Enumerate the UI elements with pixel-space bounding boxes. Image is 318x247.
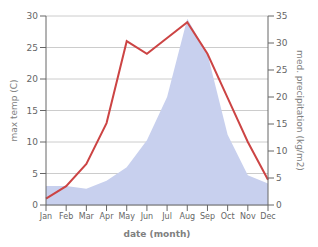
- svg-text:May: May: [118, 212, 135, 221]
- svg-text:25: 25: [27, 43, 38, 53]
- svg-text:Jan: Jan: [39, 212, 52, 221]
- svg-text:30: 30: [27, 11, 39, 21]
- svg-text:date (month): date (month): [124, 229, 191, 239]
- svg-text:10: 10: [276, 146, 288, 156]
- svg-text:Mar: Mar: [79, 212, 95, 221]
- svg-text:20: 20: [276, 92, 288, 102]
- svg-text:30: 30: [276, 38, 288, 48]
- svg-text:Apr: Apr: [100, 212, 115, 221]
- svg-text:Jun: Jun: [140, 212, 154, 221]
- svg-text:Aug: Aug: [179, 212, 195, 221]
- svg-text:Jul: Jul: [161, 212, 172, 221]
- svg-text:25: 25: [276, 65, 287, 75]
- svg-text:Feb: Feb: [59, 212, 73, 221]
- svg-text:35: 35: [276, 11, 287, 21]
- svg-text:5: 5: [32, 169, 38, 179]
- svg-text:Oct: Oct: [221, 212, 235, 221]
- svg-text:5: 5: [276, 173, 282, 183]
- svg-text:max temp (C): max temp (C): [9, 79, 19, 141]
- svg-text:15: 15: [276, 119, 287, 129]
- svg-text:0: 0: [32, 200, 38, 210]
- svg-text:10: 10: [27, 137, 39, 147]
- svg-text:med. precipitation (kg/m2): med. precipitation (kg/m2): [295, 50, 305, 171]
- svg-text:Dec: Dec: [260, 212, 275, 221]
- svg-text:Nov: Nov: [240, 212, 256, 221]
- svg-text:0: 0: [276, 200, 282, 210]
- svg-text:Sep: Sep: [200, 212, 215, 221]
- svg-text:15: 15: [27, 106, 38, 116]
- svg-text:20: 20: [27, 74, 39, 84]
